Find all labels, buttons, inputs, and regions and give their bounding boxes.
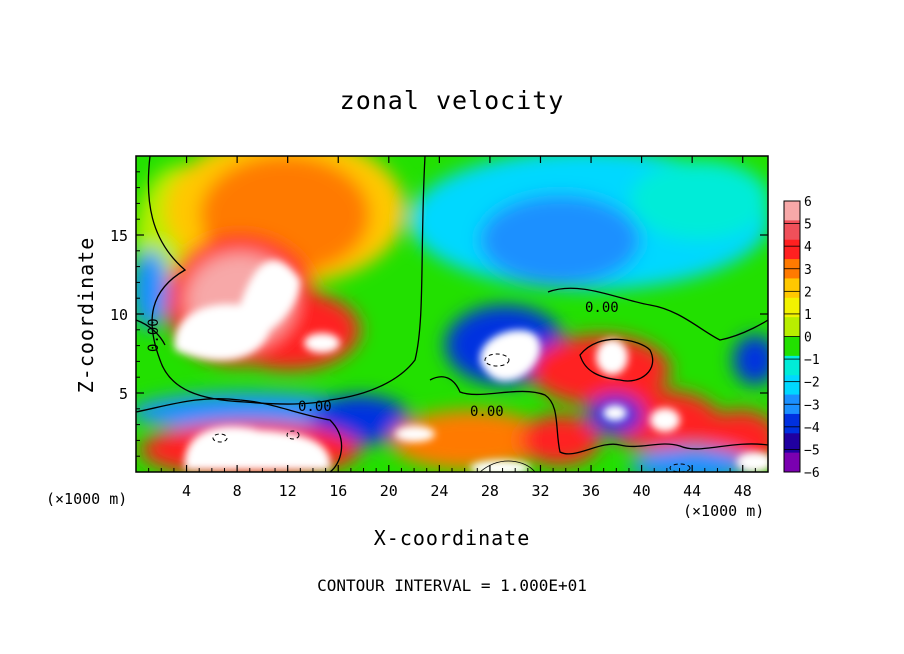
colorbar-label: −3: [804, 398, 820, 413]
x-tick-label: 24: [430, 482, 448, 500]
colorbar-swatch: [784, 317, 800, 337]
colorbar-swatch: [784, 239, 800, 260]
contour-interval-note: CONTOUR INTERVAL = 1.000E+01: [317, 576, 587, 595]
colorbar-label: −4: [804, 421, 820, 436]
contour-label: 0.00: [298, 399, 332, 415]
colorbar-swatch: [784, 375, 800, 396]
colorbar-label: 5: [804, 218, 812, 233]
chart-title: zonal velocity: [339, 86, 565, 115]
colorbar-swatch: [784, 433, 800, 454]
colorbar-label: −6: [804, 466, 820, 481]
colorbar-label: −1: [804, 353, 820, 368]
colorbar-swatch: [784, 452, 800, 473]
colorbar-swatch: [784, 336, 800, 357]
y-tick-label: 10: [110, 306, 128, 324]
thin-contours: [479, 460, 536, 472]
colorbar-swatch: [784, 413, 800, 434]
colorbar-label: 0: [804, 331, 812, 346]
x-unit-right: (×1000 m): [683, 502, 765, 520]
x-tick-label: 16: [329, 482, 347, 500]
x-tick-label: 20: [380, 482, 398, 500]
colorbar-swatch: [784, 297, 800, 318]
colorbar-label: 6: [804, 195, 812, 210]
x-tick-label: 48: [734, 482, 752, 500]
x-tick-label: 32: [531, 482, 549, 500]
x-tick-label: 44: [683, 482, 701, 500]
x-tick-label: 4: [182, 482, 191, 500]
colorbar-swatch: [784, 278, 800, 299]
x-tick-label: 40: [633, 482, 651, 500]
x-tick-label: 36: [582, 482, 600, 500]
colorbar-label: 2: [804, 285, 812, 300]
x-axis: 4 8 12 16 20 24 28 32 36 40 44 48: [148, 156, 756, 500]
x-tick-label: 28: [481, 482, 499, 500]
colorbar-swatch: [784, 201, 800, 221]
colorbar-swatch: [784, 220, 800, 241]
y-axis: 5 10 15: [110, 171, 768, 457]
contour-label: 0.00: [146, 318, 162, 352]
colorbar-label: 1: [804, 308, 812, 323]
x-axis-label: X-coordinate: [373, 526, 531, 550]
colorbar-label: 4: [804, 240, 812, 255]
x-tick-label: 8: [233, 482, 242, 500]
x-unit-left: (×1000 m): [46, 490, 128, 508]
colorbar-label: −2: [804, 376, 820, 391]
colorbar-swatch: [784, 355, 800, 376]
colorbar: 6 5 4 3 2 1 0 −1 −2 −3 −4 −5 −6: [783, 195, 820, 481]
y-tick-label: 5: [119, 385, 128, 403]
x-tick-label: 12: [279, 482, 297, 500]
colorbar-label: 3: [804, 263, 812, 278]
negative-contours: [212, 353, 691, 472]
contour-label: 0.00: [585, 300, 619, 316]
contour-label: 0.00: [470, 404, 504, 420]
zero-contours: [136, 156, 768, 472]
velocity-field: [136, 156, 768, 472]
contour-labels: 0.00 0.00 0.00 0.00: [146, 300, 619, 420]
y-tick-label: 15: [110, 227, 128, 245]
colorbar-label: −5: [804, 443, 820, 458]
